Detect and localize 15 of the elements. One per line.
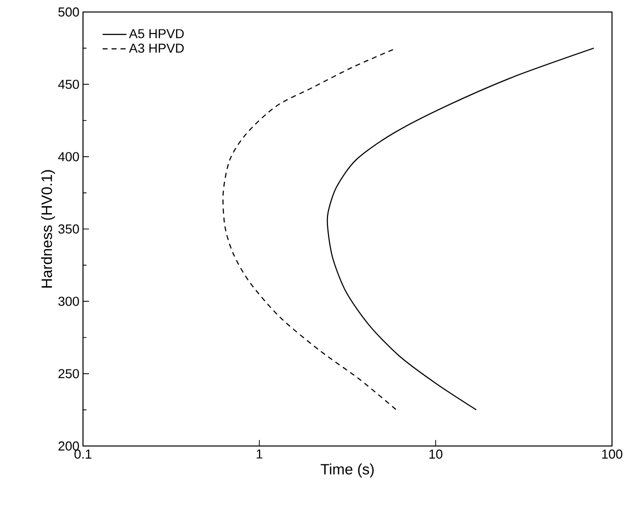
y-tick-label: 450 — [58, 80, 79, 89]
x-tick-label: 1 — [256, 450, 262, 458]
y-tick-label: 200 — [58, 441, 79, 451]
y-tick-label: 500 — [58, 7, 79, 17]
x-axis-title: Time (s) — [320, 464, 374, 478]
y-tick-label: 350 — [58, 224, 79, 234]
legend-label: A3 HPVD — [128, 44, 184, 53]
y-tick-label: 250 — [58, 369, 79, 378]
x-tick-label: 10 — [429, 450, 442, 459]
x-tick-label: 100 — [602, 450, 622, 459]
legend-label: A5 HPVD — [128, 29, 184, 38]
y-tick-label: 300 — [58, 296, 79, 306]
y-tick-label: 400 — [58, 152, 79, 162]
y-axis-title: Hardness (HV0.1) — [41, 170, 56, 288]
x-tick-label: 0.1 — [74, 450, 92, 459]
